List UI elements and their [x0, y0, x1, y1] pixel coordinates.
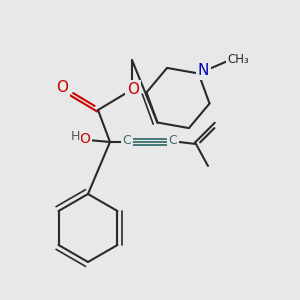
Text: O: O	[56, 80, 68, 95]
Text: O: O	[80, 132, 90, 146]
Text: O: O	[127, 82, 139, 97]
Text: C: C	[169, 134, 177, 148]
Text: N: N	[198, 63, 209, 78]
Text: CH₃: CH₃	[228, 53, 249, 66]
Text: C: C	[123, 134, 131, 148]
Text: H: H	[70, 130, 80, 142]
